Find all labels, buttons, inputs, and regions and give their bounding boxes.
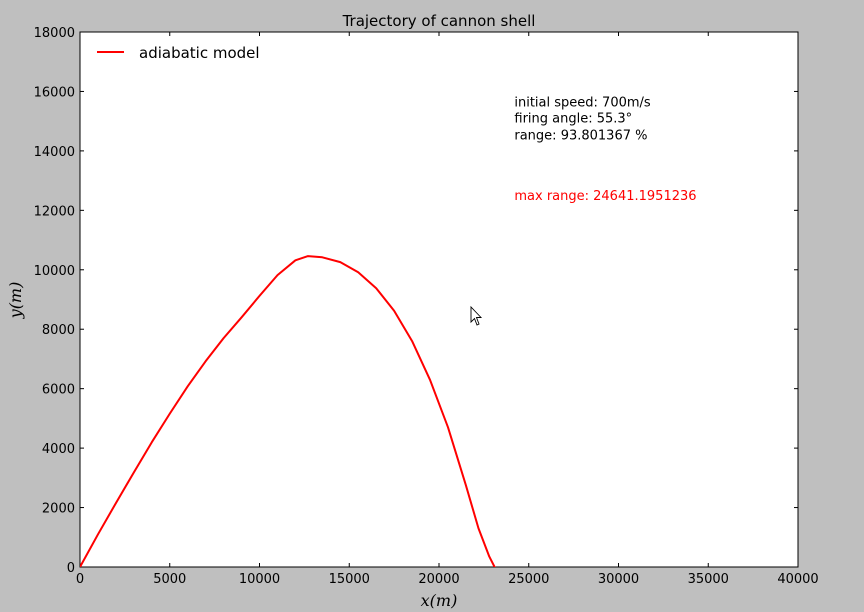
x-tick-label: 35000 [688,572,729,587]
y-tick-label: 16000 [34,85,75,100]
annotation-text: initial speed: 700m/s [514,95,651,110]
legend-label-adiabatic-model: adiabatic model [139,44,260,62]
y-tick-label: 2000 [42,502,75,517]
mouse-cursor-icon [470,305,483,326]
x-tick-label: 30000 [598,572,639,587]
x-axis-label: x(m) [421,591,458,610]
y-tick-label: 12000 [34,204,75,219]
series-line-0 [80,255,497,567]
annotations: initial speed: 700m/s firing angle: 55.3°… [514,95,696,204]
y-tick-label: 18000 [34,26,75,41]
series-layer [80,255,497,567]
legend: adiabatic model [97,44,260,62]
x-tick-label: 40000 [777,572,818,587]
annotation-text: max range: 24641.1951236 [514,189,696,204]
y-axis-label: y(m) [6,282,25,320]
y-tick-label: 4000 [42,442,75,457]
x-tick-label: 0 [76,572,84,587]
x-tick-label: 15000 [329,572,370,587]
axis-ticks: 0 5000 10000 15000 20000 25000 30000 35000 40000… [34,26,819,587]
y-tick-label: 8000 [42,323,75,338]
y-tick-label: 10000 [34,264,75,279]
plot-area [79,31,799,568]
y-tick-label: 0 [67,561,75,576]
x-tick-label: 10000 [239,572,280,587]
y-tick-label: 14000 [34,145,75,160]
x-tick-label: 5000 [153,572,186,587]
x-tick-label: 20000 [418,572,459,587]
x-tick-label: 25000 [508,572,549,587]
annotation-text: firing angle: 55.3° [514,112,632,127]
chart-title: Trajectory of cannon shell [342,12,536,30]
y-tick-label: 6000 [42,383,75,398]
annotation-text: range: 93.801367 % [514,129,647,144]
